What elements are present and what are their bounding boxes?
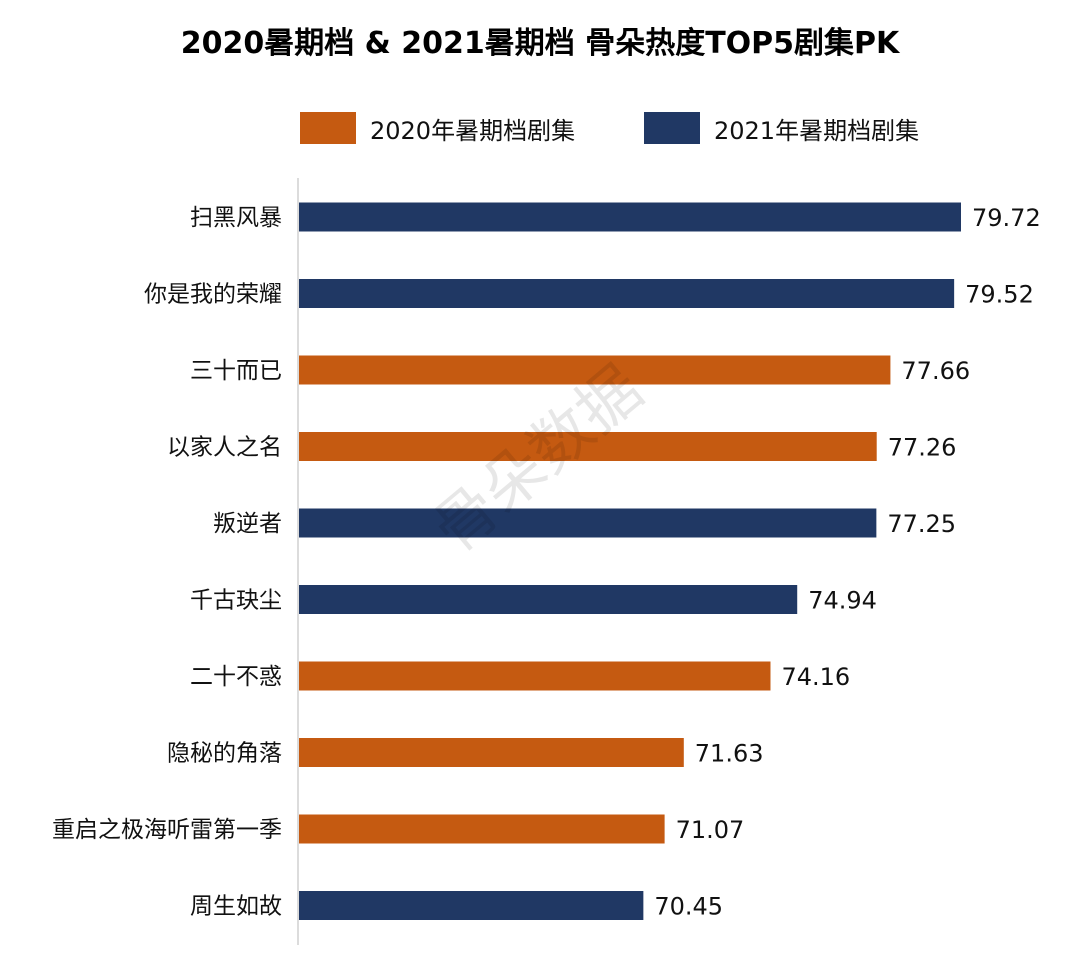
legend-swatch-2020 — [300, 112, 356, 144]
value-label-4: 77.25 — [887, 510, 956, 538]
value-label-0: 79.72 — [972, 204, 1041, 232]
category-label-3: 以家人之名 — [167, 435, 282, 461]
value-label-2: 77.66 — [901, 357, 970, 385]
value-label-7: 71.63 — [695, 740, 764, 768]
bar-5 — [299, 585, 798, 614]
category-label-2: 三十而已 — [190, 358, 282, 384]
value-label-8: 71.07 — [676, 816, 745, 844]
bar-8 — [299, 814, 665, 844]
bar-6 — [299, 661, 771, 691]
value-label-3: 77.26 — [888, 434, 957, 462]
category-label-8: 重启之极海听雷第一季 — [52, 817, 282, 843]
legend-item-2020: 2020年暑期档剧集 — [300, 108, 575, 148]
legend-item-2021: 2021年暑期档剧集 — [644, 108, 919, 148]
category-label-0: 扫黑风暴 — [190, 205, 282, 231]
value-label-9: 70.45 — [654, 893, 723, 921]
bar-2 — [299, 355, 891, 385]
category-label-1: 你是我的荣耀 — [144, 282, 282, 308]
value-label-5: 74.94 — [808, 587, 877, 615]
bar-0 — [299, 202, 961, 232]
bar-1 — [299, 279, 955, 308]
bar-9 — [299, 891, 644, 920]
category-label-4: 叛逆者 — [213, 511, 282, 537]
legend-swatch-2021 — [644, 112, 700, 144]
value-label-1: 79.52 — [965, 281, 1034, 309]
category-label-6: 二十不惑 — [190, 664, 282, 690]
bar-3 — [299, 432, 877, 461]
legend-label-2020: 2020年暑期档剧集 — [370, 116, 576, 145]
bar-7 — [299, 738, 684, 767]
value-label-6: 74.16 — [781, 663, 850, 691]
category-label-5: 千古玦尘 — [190, 588, 282, 614]
bar-4 — [299, 508, 877, 538]
legend: 2020年暑期档剧集 2021年暑期档剧集 — [0, 108, 1080, 148]
legend-label-2021: 2021年暑期档剧集 — [714, 116, 920, 145]
category-label-7: 隐秘的角落 — [167, 741, 282, 767]
chart-title: 2020暑期档 & 2021暑期档 骨朵热度TOP5剧集PK — [180, 26, 900, 61]
category-label-9: 周生如故 — [190, 894, 282, 920]
